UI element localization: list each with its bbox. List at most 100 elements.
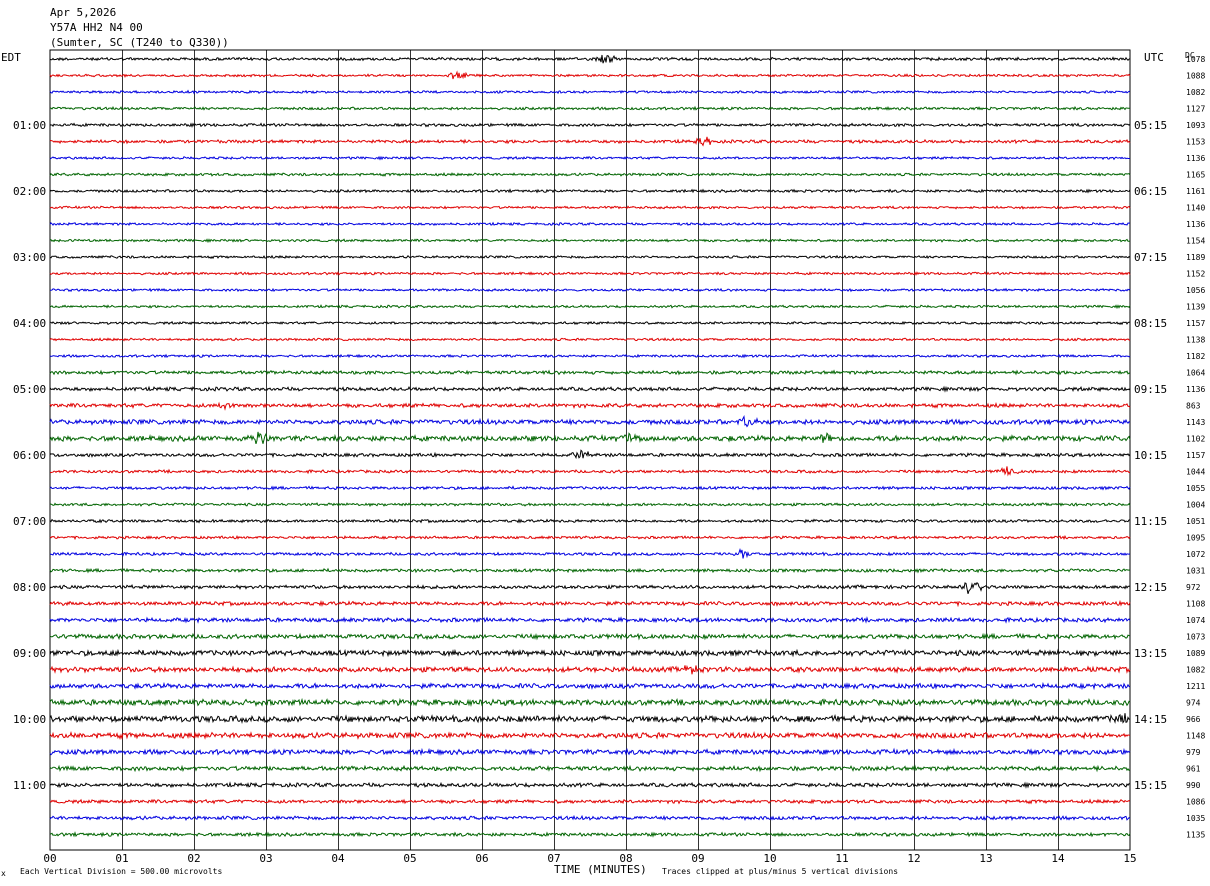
dc-offset-label: 1189: [1186, 253, 1205, 262]
seismic-trace: [49, 414, 1131, 428]
seismic-trace: [49, 567, 1131, 574]
seismic-trace: [49, 188, 1131, 194]
dc-offset-label: 1089: [1186, 649, 1205, 658]
left-time-label: 07:00: [13, 515, 46, 528]
dc-offset-label: 1135: [1186, 831, 1205, 840]
seismic-trace: [49, 238, 1131, 244]
x-axis-title: TIME (MINUTES): [554, 863, 647, 876]
dc-offset-label: 1064: [1186, 369, 1205, 378]
plot-grid: [49, 49, 1131, 851]
seismic-trace: [49, 304, 1131, 310]
dc-offset-labels: 1078 1088 1082 1127 1093 1153 1136 1165 1161 1140…: [1186, 55, 1205, 840]
left-time-label: 03:00: [13, 251, 46, 264]
dc-offset-label: 1078: [1186, 55, 1205, 64]
seismic-trace: [49, 54, 1131, 64]
right-time-label: 07:15: [1134, 251, 1167, 264]
left-time-label: 05:00: [13, 383, 46, 396]
dc-offset-label: 1153: [1186, 138, 1205, 147]
right-time-label: 05:15: [1134, 119, 1167, 132]
dc-offset-label: 1051: [1186, 517, 1205, 526]
left-time-label: 10:00: [13, 713, 46, 726]
x-tick-label: 04: [331, 852, 345, 865]
seismic-trace: [49, 122, 1131, 128]
dc-offset-label: 1073: [1186, 633, 1205, 642]
dc-offset-label: 1140: [1186, 204, 1205, 213]
left-time-label: 02:00: [13, 185, 46, 198]
seismic-trace: [49, 353, 1131, 359]
seismic-trace: [49, 798, 1131, 805]
seismic-trace: [49, 518, 1131, 524]
dc-offset-label: 1182: [1186, 352, 1205, 361]
seismic-trace: [49, 713, 1131, 724]
x-tick-label: 15: [1123, 852, 1136, 865]
dc-header-label: DC: [1185, 51, 1195, 60]
right-time-label: 09:15: [1134, 383, 1167, 396]
seismic-trace: [49, 385, 1131, 393]
seismic-trace: [49, 431, 1131, 445]
dc-offset-label: 1154: [1186, 237, 1205, 246]
seismic-trace: [50, 287, 1131, 293]
seismic-trace: [49, 337, 1131, 342]
dc-offset-label: 966: [1186, 715, 1201, 724]
seismic-trace: [49, 320, 1131, 326]
dc-offset-label: 1138: [1186, 336, 1205, 345]
x-tick-label: 11: [835, 852, 848, 865]
left-time-label: 04:00: [13, 317, 46, 330]
left-time-label: 11:00: [13, 779, 46, 792]
seismic-trace: [49, 401, 1131, 411]
dc-offset-label: 1211: [1186, 682, 1205, 691]
right-time-label: 06:15: [1134, 185, 1167, 198]
seismic-trace: [49, 730, 1131, 741]
x-tick-label: 08: [619, 852, 632, 865]
dc-offset-label: 1055: [1186, 484, 1205, 493]
seismic-trace: [49, 271, 1131, 276]
dc-offset-label: 1044: [1186, 468, 1205, 477]
dc-offset-label: 1136: [1186, 220, 1205, 229]
right-time-label: 10:15: [1134, 449, 1167, 462]
seismic-trace: [49, 502, 1131, 508]
dc-offset-label: 1031: [1186, 567, 1205, 576]
dc-offset-label: 1102: [1186, 435, 1205, 444]
seismic-trace: [49, 664, 1131, 675]
dc-offset-label: 1139: [1186, 303, 1205, 312]
dc-offset-label: 1136: [1186, 154, 1205, 163]
seismic-trace: [49, 70, 1131, 80]
dc-offset-label: 1143: [1186, 418, 1205, 427]
x-tick-label: 09: [691, 852, 704, 865]
dc-offset-label: 1082: [1186, 666, 1205, 675]
left-time-label: 01:00: [13, 119, 46, 132]
trace-group: [49, 54, 1131, 838]
left-timezone-label: EDT: [1, 51, 21, 64]
left-time-label: 08:00: [13, 581, 46, 594]
seismic-trace: [49, 632, 1131, 641]
clip-note: Traces clipped at plus/minus 5 vertical …: [662, 867, 898, 876]
x-tick-label: 06: [475, 852, 488, 865]
x-tick-label: 02: [187, 852, 200, 865]
dc-offset-label: 1086: [1186, 798, 1205, 807]
dc-offset-label: 1148: [1186, 732, 1205, 741]
x-tick-label: 13: [979, 852, 992, 865]
dc-offset-label: 1157: [1186, 451, 1205, 460]
right-timezone-label: UTC: [1144, 51, 1164, 64]
seismic-trace: [49, 616, 1131, 624]
seismic-trace: [49, 697, 1131, 708]
seismic-trace: [49, 582, 1131, 594]
seismic-trace: [49, 599, 1131, 608]
right-time-label: 11:15: [1134, 515, 1167, 528]
dc-offset-label: 972: [1186, 583, 1201, 592]
seismic-trace: [49, 831, 1131, 838]
x-tick-label: 12: [907, 852, 920, 865]
dc-offset-label: 961: [1186, 765, 1201, 774]
dc-offset-label: 1161: [1186, 187, 1205, 196]
right-time-label: 15:15: [1134, 779, 1167, 792]
x-tick-label: 03: [259, 852, 272, 865]
right-time-label: 14:15: [1134, 713, 1167, 726]
dc-offset-label: 1165: [1186, 171, 1205, 180]
dc-offset-label: 1136: [1186, 385, 1205, 394]
x-tick-label: 00: [43, 852, 56, 865]
x-tick-labels: 00 01 02 03 04 05 06 07 08 09 10 11 12 13 14 15: [43, 852, 1136, 865]
seismic-trace: [49, 254, 1131, 260]
seismic-trace: [49, 89, 1131, 95]
dc-offset-label: 1093: [1186, 121, 1205, 130]
